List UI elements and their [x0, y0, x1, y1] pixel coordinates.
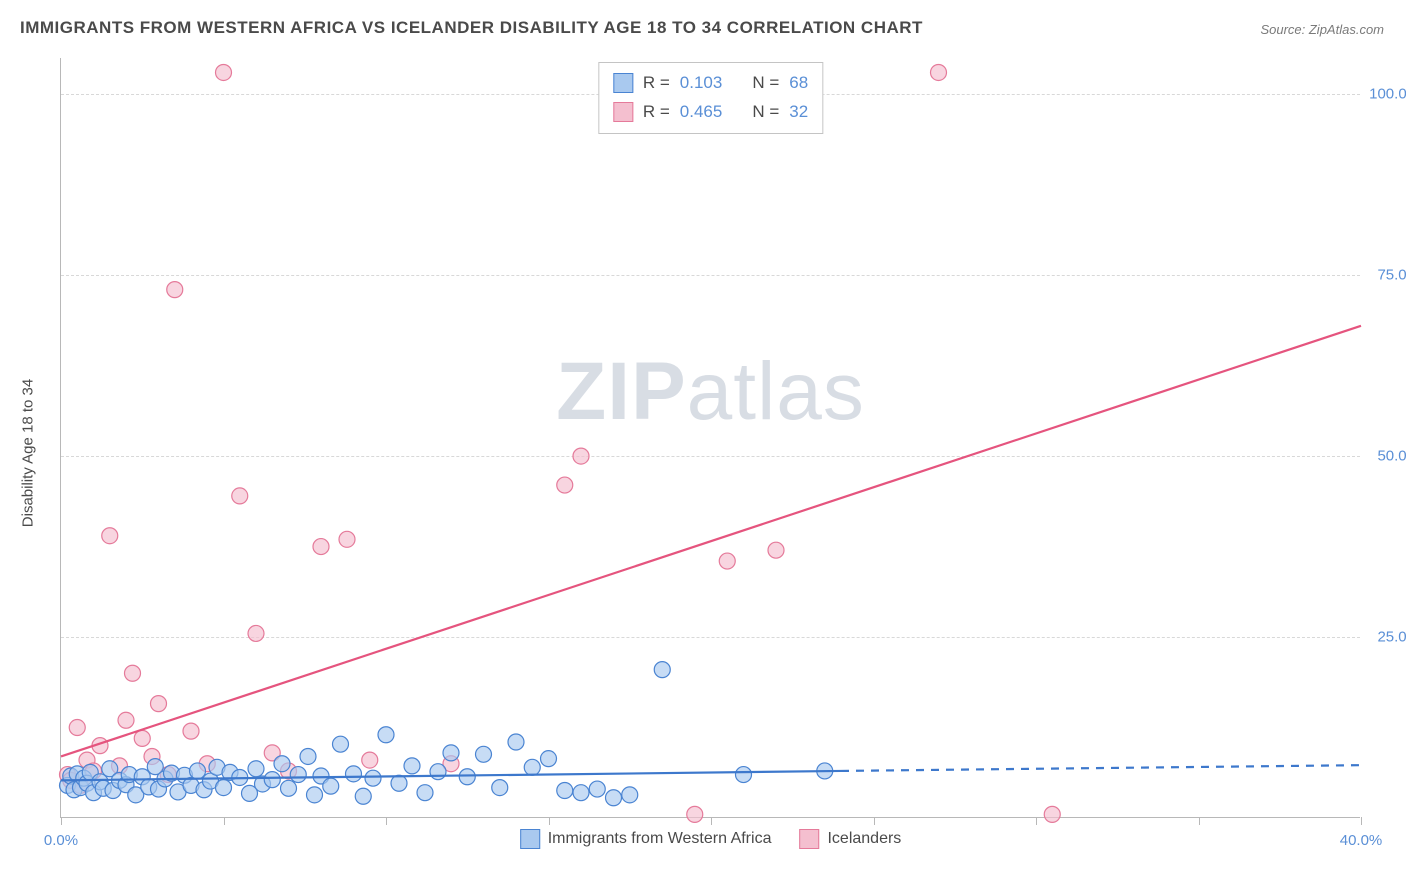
scatter-point	[274, 756, 290, 772]
trend-line-wafrica-dashed	[841, 765, 1361, 771]
scatter-point	[300, 748, 316, 764]
chart-title: IMMIGRANTS FROM WESTERN AFRICA VS ICELAN…	[20, 18, 923, 38]
scatter-point	[417, 785, 433, 801]
scatter-point	[232, 488, 248, 504]
x-tick-label: 0.0%	[44, 832, 78, 849]
scatter-point	[492, 780, 508, 796]
x-tick	[386, 817, 387, 825]
scatter-point	[404, 758, 420, 774]
swatch-icelanders-icon	[799, 829, 819, 849]
x-tick-label: 40.0%	[1340, 832, 1383, 849]
scatter-point	[589, 781, 605, 797]
legend-item-wafrica: Immigrants from Western Africa	[520, 829, 772, 849]
scatter-point	[248, 761, 264, 777]
scatter-point	[719, 553, 735, 569]
bottom-legend: Immigrants from Western Africa Icelander…	[520, 829, 902, 849]
scatter-point	[476, 746, 492, 762]
scatter-point	[687, 806, 703, 822]
scatter-point	[102, 528, 118, 544]
scatter-point	[365, 770, 381, 786]
x-tick	[874, 817, 875, 825]
scatter-point	[333, 736, 349, 752]
scatter-svg	[61, 58, 1360, 817]
x-tick	[549, 817, 550, 825]
y-tick-label: 50.0%	[1377, 448, 1406, 465]
scatter-point	[931, 64, 947, 80]
y-tick-label: 100.0%	[1369, 86, 1406, 103]
stats-row-icelanders: R = 0.465 N = 32	[613, 98, 808, 127]
scatter-point	[1044, 806, 1060, 822]
scatter-point	[622, 787, 638, 803]
scatter-point	[151, 696, 167, 712]
scatter-point	[557, 782, 573, 798]
r-value-icelanders: 0.465	[680, 98, 723, 127]
scatter-point	[281, 780, 297, 796]
scatter-point	[508, 734, 524, 750]
swatch-icelanders	[613, 102, 633, 122]
scatter-point	[167, 282, 183, 298]
scatter-point	[346, 766, 362, 782]
r-label: R =	[643, 98, 670, 127]
trend-line-icelanders	[61, 326, 1361, 757]
scatter-point	[190, 763, 206, 779]
x-tick	[1199, 817, 1200, 825]
n-value-icelanders: 32	[789, 98, 808, 127]
legend-label-icelanders: Icelanders	[827, 830, 901, 848]
scatter-point	[216, 780, 232, 796]
swatch-wafrica-icon	[520, 829, 540, 849]
scatter-point	[573, 785, 589, 801]
legend-item-icelanders: Icelanders	[799, 829, 901, 849]
scatter-point	[362, 752, 378, 768]
scatter-point	[216, 64, 232, 80]
scatter-point	[264, 772, 280, 788]
scatter-point	[443, 745, 459, 761]
scatter-point	[768, 542, 784, 558]
x-tick	[1361, 817, 1362, 825]
plot-area: ZIPatlas 25.0%50.0%75.0%100.0% 0.0%40.0%…	[60, 58, 1360, 818]
scatter-point	[378, 727, 394, 743]
n-label: N =	[752, 69, 779, 98]
scatter-point	[290, 767, 306, 783]
scatter-point	[118, 712, 134, 728]
x-tick	[224, 817, 225, 825]
legend-label-wafrica: Immigrants from Western Africa	[548, 830, 772, 848]
x-tick	[711, 817, 712, 825]
chart-container: Disability Age 18 to 34 ZIPatlas 25.0%50…	[44, 58, 1380, 848]
scatter-point	[323, 778, 339, 794]
scatter-point	[391, 775, 407, 791]
scatter-point	[606, 790, 622, 806]
scatter-point	[339, 531, 355, 547]
scatter-point	[355, 788, 371, 804]
scatter-point	[125, 665, 141, 681]
scatter-point	[573, 448, 589, 464]
scatter-point	[557, 477, 573, 493]
scatter-point	[307, 787, 323, 803]
x-tick	[61, 817, 62, 825]
scatter-point	[736, 767, 752, 783]
scatter-point	[248, 625, 264, 641]
x-tick	[1036, 817, 1037, 825]
r-value-wafrica: 0.103	[680, 69, 723, 98]
scatter-point	[541, 751, 557, 767]
scatter-point	[459, 769, 475, 785]
scatter-point	[524, 759, 540, 775]
scatter-point	[654, 662, 670, 678]
stats-legend: R = 0.103 N = 68 R = 0.465 N = 32	[598, 62, 823, 134]
y-tick-label: 25.0%	[1377, 629, 1406, 646]
scatter-point	[183, 723, 199, 739]
n-label: N =	[752, 98, 779, 127]
y-tick-label: 75.0%	[1377, 267, 1406, 284]
stats-row-wafrica: R = 0.103 N = 68	[613, 69, 808, 98]
swatch-wafrica	[613, 73, 633, 93]
source-attribution: Source: ZipAtlas.com	[1260, 22, 1384, 37]
n-value-wafrica: 68	[789, 69, 808, 98]
scatter-point	[69, 720, 85, 736]
scatter-point	[313, 539, 329, 555]
r-label: R =	[643, 69, 670, 98]
y-axis-label: Disability Age 18 to 34	[20, 379, 37, 527]
scatter-point	[430, 764, 446, 780]
scatter-point	[134, 730, 150, 746]
